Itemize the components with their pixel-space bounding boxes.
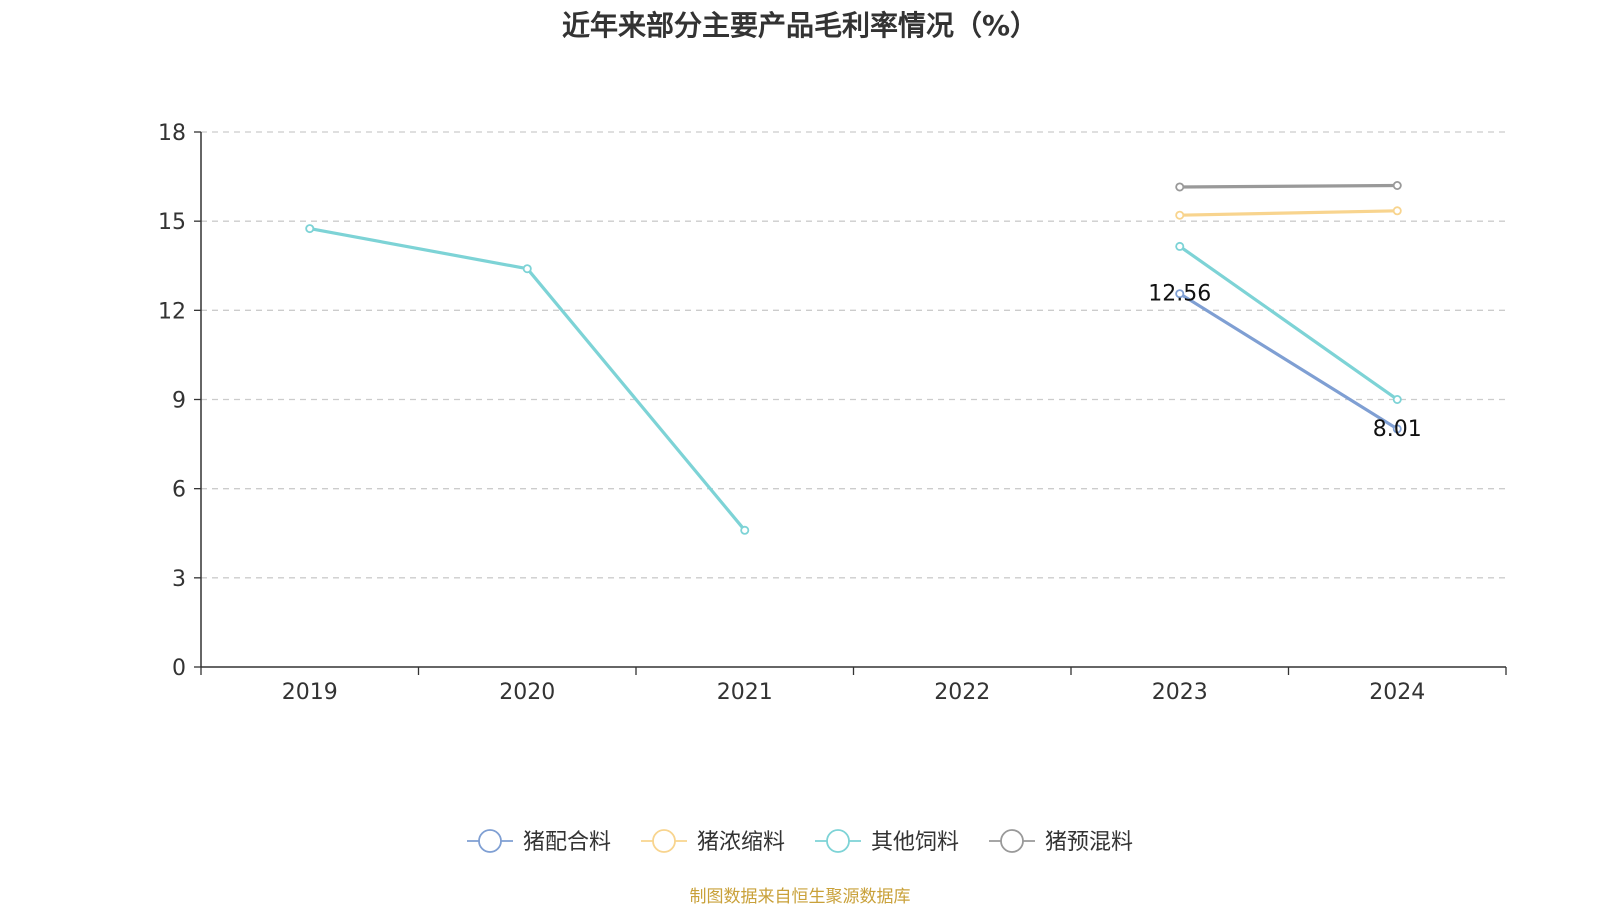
data-label: 8.01 <box>1373 417 1422 442</box>
data-point <box>1175 182 1185 192</box>
legend-marker <box>652 829 676 853</box>
data-point <box>1175 210 1185 220</box>
x-tick-label: 2019 <box>282 680 338 705</box>
legend-label: 猪配合料 <box>523 830 611 855</box>
y-tick-label: 12 <box>158 299 186 324</box>
series-line <box>1179 183 1398 189</box>
data-point <box>1392 180 1402 190</box>
legend-marker <box>478 829 502 853</box>
data-point <box>740 525 750 535</box>
legend-item[interactable]: 猪浓缩料 <box>641 829 785 855</box>
legend-item[interactable]: 其他饲料 <box>815 829 959 855</box>
series-line <box>1179 209 1398 217</box>
data-point <box>1175 241 1185 251</box>
y-tick-label: 9 <box>172 389 186 414</box>
x-tick-label: 2021 <box>717 680 773 705</box>
grid-lines <box>201 131 1506 579</box>
data-point <box>1392 394 1402 404</box>
legend[interactable]: 猪配合料 猪浓缩料 其他饲料 猪预混料 <box>467 829 1133 855</box>
x-tick-label: 2022 <box>934 680 990 705</box>
series-line <box>309 227 747 532</box>
legend-item[interactable]: 猪预混料 <box>989 829 1133 855</box>
data-point <box>522 264 532 274</box>
legend-label: 其他饲料 <box>871 830 959 855</box>
data-point <box>305 224 315 234</box>
x-tick-label: 2023 <box>1152 680 1208 705</box>
data-point <box>1392 424 1402 434</box>
data-point <box>1175 289 1185 299</box>
y-tick-label: 18 <box>158 121 186 146</box>
legend-label: 猪预混料 <box>1045 830 1133 855</box>
y-tick-label: 15 <box>158 210 186 235</box>
source-note: 制图数据来自恒生聚源数据库 <box>689 887 911 907</box>
chart-title: 近年来部分主要产品毛利率情况（%） <box>561 9 1039 42</box>
series-lines <box>305 180 1402 535</box>
series-line <box>1178 245 1399 401</box>
y-tick-label: 3 <box>172 567 186 592</box>
data-point <box>1392 206 1402 216</box>
legend-label: 猪浓缩料 <box>697 830 785 855</box>
axes: 0 3 6 9 12 15 18 2019 2020 2021 2022 2023 2024 <box>158 121 1507 705</box>
legend-marker <box>1000 829 1024 853</box>
x-tick-label: 2020 <box>499 680 555 705</box>
data-labels: 12.56 8.01 <box>1148 282 1421 442</box>
legend-item[interactable]: 猪配合料 <box>467 829 611 855</box>
y-tick-label: 0 <box>172 656 186 681</box>
legend-marker <box>826 829 850 853</box>
x-tick-label: 2024 <box>1369 680 1425 705</box>
data-label: 12.56 <box>1148 282 1211 307</box>
y-tick-label: 6 <box>172 478 186 503</box>
series-line <box>1178 292 1399 431</box>
